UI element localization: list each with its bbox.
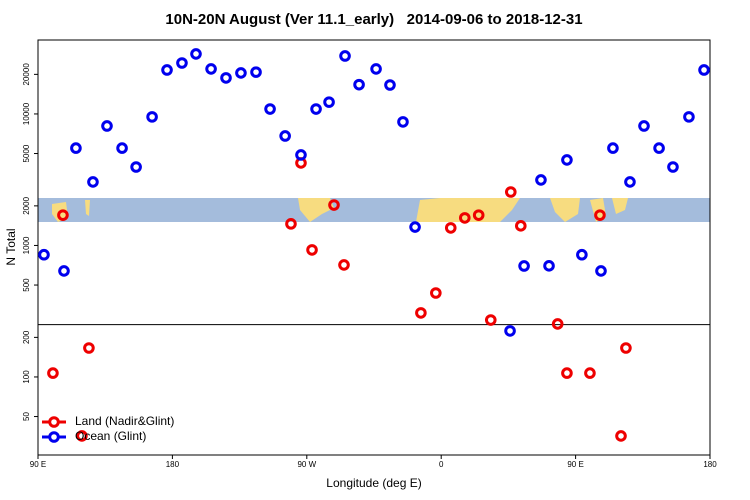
- legend-label: Land (Nadir&Glint): [75, 414, 174, 428]
- point: [576, 248, 588, 261]
- chart-title: 10N-20N August (Ver 11.1_early) 2014-09-…: [165, 11, 582, 28]
- point: [370, 63, 382, 75]
- legend-marker: [48, 416, 60, 428]
- point: [70, 142, 82, 154]
- y-tick-label: 100: [22, 370, 31, 384]
- point: [338, 259, 350, 271]
- point: [504, 186, 517, 198]
- x-axis-label: Longitude (deg E): [326, 476, 421, 490]
- point: [561, 367, 573, 379]
- point: [514, 220, 527, 232]
- y-tick-label: 5000: [22, 144, 31, 162]
- y-tick-label: 500: [22, 278, 31, 292]
- point: [250, 66, 262, 78]
- y-tick-label: 2000: [22, 196, 31, 214]
- point: [47, 367, 59, 379]
- point: [543, 260, 555, 272]
- y-axis-label: N Total: [4, 228, 18, 265]
- point: [353, 78, 365, 91]
- point: [58, 265, 70, 277]
- point: [620, 342, 632, 354]
- point: [130, 161, 142, 173]
- point: [484, 314, 497, 326]
- y-tick-label: 20000: [22, 63, 31, 86]
- legend-marker: [48, 431, 60, 443]
- x-tick-label: 0: [439, 460, 444, 469]
- point: [667, 161, 679, 173]
- point: [504, 325, 516, 337]
- point: [116, 142, 128, 154]
- x-tick-label: 90 E: [567, 460, 583, 469]
- point: [38, 248, 50, 261]
- point: [57, 209, 69, 221]
- point: [607, 142, 619, 154]
- legend-label: Ocean (Glint): [75, 429, 146, 443]
- point: [161, 64, 173, 76]
- point: [683, 111, 695, 123]
- point: [323, 96, 335, 108]
- point: [551, 318, 564, 330]
- y-tick-label: 10000: [22, 102, 31, 125]
- point: [384, 79, 396, 91]
- point: [83, 342, 95, 354]
- point: [306, 244, 318, 256]
- point: [615, 430, 627, 442]
- point: [594, 209, 606, 221]
- point: [279, 130, 291, 142]
- point: [444, 222, 457, 234]
- y-tick-label: 1000: [22, 236, 31, 254]
- plot-frame: [37, 39, 711, 456]
- point: [535, 174, 547, 186]
- point: [409, 221, 421, 233]
- y-tick-label: 200: [22, 330, 31, 344]
- x-tick-label: 90 W: [297, 460, 316, 469]
- point: [397, 116, 409, 128]
- point: [339, 50, 351, 62]
- point: [430, 287, 442, 299]
- point: [264, 103, 276, 115]
- map-strip: [38, 198, 710, 222]
- point: [235, 67, 247, 79]
- point: [87, 176, 99, 188]
- point: [205, 63, 217, 75]
- point: [285, 218, 297, 230]
- x-tick-label: 180: [166, 460, 180, 469]
- point: [624, 176, 636, 188]
- point: [176, 57, 188, 69]
- point: [146, 111, 158, 123]
- point: [295, 149, 307, 161]
- point: [584, 367, 596, 379]
- point: [328, 199, 340, 211]
- x-tick-label: 180: [703, 460, 717, 469]
- point: [518, 260, 530, 272]
- point: [76, 430, 88, 442]
- point: [415, 307, 427, 319]
- point: [220, 72, 232, 84]
- point: [561, 154, 573, 166]
- point: [458, 212, 471, 224]
- point: [472, 209, 485, 221]
- x-tick-label: 90 E: [30, 460, 46, 469]
- point: [653, 142, 665, 154]
- point: [190, 48, 202, 60]
- point: [101, 120, 113, 132]
- point: [698, 64, 710, 76]
- point: [310, 103, 322, 115]
- point: [638, 120, 650, 132]
- y-tick-label: 50: [22, 412, 31, 421]
- point: [595, 265, 607, 277]
